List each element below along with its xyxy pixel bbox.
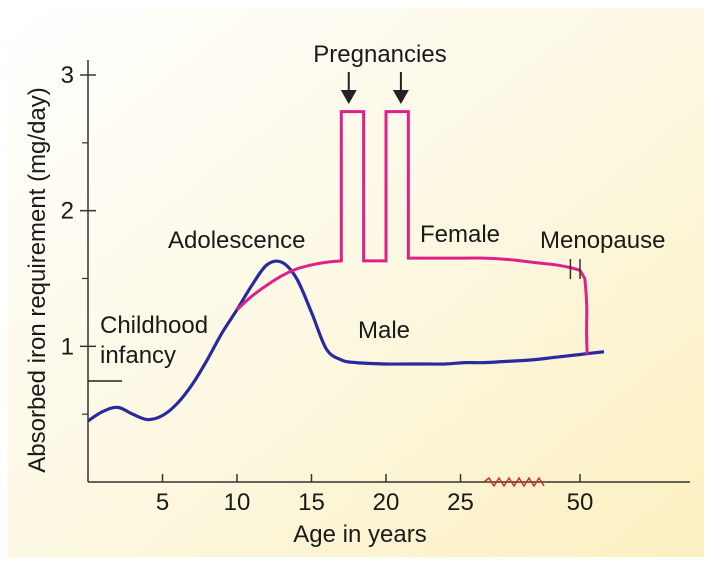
annotation-male: Male bbox=[358, 317, 410, 344]
annotations-layer: Pregnancies Adolescence Female Menopause… bbox=[100, 41, 665, 369]
pregnancy-arrow-head-1 bbox=[340, 90, 357, 104]
y-tick-label-1: 1 bbox=[61, 333, 74, 360]
x-axis-title: Age in years bbox=[293, 521, 426, 548]
annotation-menopause: Menopause bbox=[540, 227, 665, 254]
y-tick-label-2: 2 bbox=[61, 198, 74, 225]
annotation-female: Female bbox=[420, 221, 500, 248]
annotation-pregnancies: Pregnancies bbox=[313, 41, 446, 68]
x-tick-label-5: 5 bbox=[156, 489, 169, 516]
x-tick-label-15: 15 bbox=[298, 489, 325, 516]
x-axis-break bbox=[483, 476, 545, 488]
series-layer bbox=[87, 72, 605, 423]
series-female-line bbox=[235, 110, 589, 355]
axes: 1 2 3 5 10 15 20 25 50 bbox=[61, 60, 690, 516]
x-tick-label-10: 10 bbox=[224, 489, 251, 516]
annotation-childhood: Childhood bbox=[100, 312, 208, 339]
pregnancy-arrow-head-2 bbox=[392, 90, 409, 104]
annotation-infancy: infancy bbox=[100, 342, 176, 369]
x-tick-label-25: 25 bbox=[447, 489, 474, 516]
y-tick-label-3: 3 bbox=[61, 62, 74, 89]
x-tick-label-50: 50 bbox=[567, 489, 594, 516]
x-tick-label-20: 20 bbox=[373, 489, 400, 516]
annotation-adolescence: Adolescence bbox=[168, 227, 305, 254]
series-male-line bbox=[87, 259, 605, 423]
plot-background bbox=[8, 8, 704, 557]
y-axis-title: Absorbed iron requirement (mg/day) bbox=[24, 87, 51, 473]
